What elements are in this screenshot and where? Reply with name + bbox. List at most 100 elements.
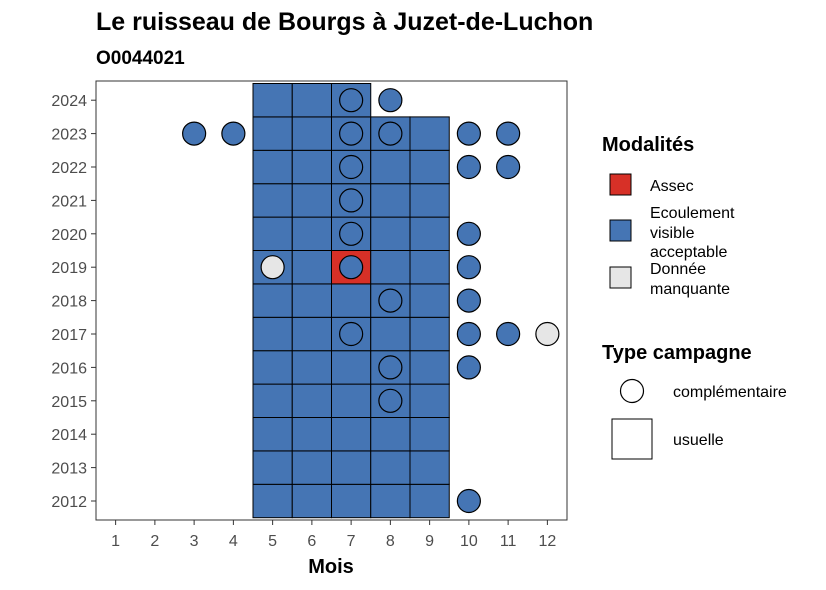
point-complementaire-2017-11 <box>496 321 521 347</box>
tile-usuelle-2012-9 <box>409 483 450 519</box>
legend-key-complementaire <box>619 378 645 404</box>
tile-usuelle-2013-9 <box>409 450 450 485</box>
tile-usuelle-2018-7 <box>331 283 372 318</box>
y-tick-label-2015: 2015 <box>51 394 87 411</box>
tile-usuelle-2015-9 <box>409 383 450 419</box>
tile-usuelle-2016-7 <box>331 350 372 385</box>
legend-label-usuelle: usuelle <box>673 432 724 449</box>
y-tick-label-2020: 2020 <box>51 227 87 244</box>
tile-usuelle-2020-8 <box>370 216 411 252</box>
legend-key-donn-e-manquante <box>609 266 632 289</box>
chart-subtitle: O0044021 <box>96 48 185 69</box>
tile-usuelle-2020-5 <box>252 216 293 252</box>
tile-usuelle-2016-6 <box>291 350 332 385</box>
tile-usuelle-2022-6 <box>291 149 332 185</box>
point-complementaire-2020-7 <box>339 221 364 246</box>
tile-usuelle-2022-9 <box>409 149 450 185</box>
tile-usuelle-2014-7 <box>331 417 372 452</box>
tile-usuelle-2019-8 <box>370 250 411 285</box>
legend-label-complementaire: complémentaire <box>673 384 787 401</box>
legend-label-line: acceptable <box>650 244 727 261</box>
tile-usuelle-2015-7 <box>331 383 372 419</box>
x-tick-label-5: 5 <box>268 533 277 550</box>
tile-usuelle-2018-6 <box>291 283 332 318</box>
tile-usuelle-2017-9 <box>409 316 450 352</box>
legend-label-line: Assec <box>650 178 694 195</box>
y-tick-label-2018: 2018 <box>51 294 87 311</box>
point-complementaire-2022-10 <box>456 154 481 180</box>
x-tick-label-9: 9 <box>425 533 434 550</box>
tile-usuelle-2017-5 <box>252 316 293 352</box>
point-complementaire-2024-8 <box>378 88 403 113</box>
tile-usuelle-2021-6 <box>291 183 332 218</box>
x-tick-label-10: 10 <box>460 533 478 550</box>
point-complementaire-2022-11 <box>496 154 521 180</box>
tile-usuelle-2014-9 <box>409 417 450 452</box>
x-axis-title: Mois <box>308 556 354 578</box>
tile-usuelle-2017-8 <box>370 316 411 352</box>
x-tick-label-3: 3 <box>190 533 199 550</box>
x-tick-label-1: 1 <box>111 533 120 550</box>
tile-usuelle-2019-9 <box>409 250 450 285</box>
point-complementaire-2015-8 <box>378 388 403 413</box>
point-complementaire-2024-7 <box>339 88 364 113</box>
y-tick-label-2016: 2016 <box>51 360 87 377</box>
tile-usuelle-2013-8 <box>370 450 411 485</box>
tile-usuelle-2014-5 <box>252 417 293 452</box>
point-complementaire-2023-8 <box>378 121 403 146</box>
point-complementaire-2017-7 <box>339 321 364 347</box>
tile-usuelle-2020-6 <box>291 216 332 252</box>
legend-key-usuelle <box>611 418 653 460</box>
x-tick-label-7: 7 <box>347 533 356 550</box>
tile-usuelle-2014-6 <box>291 417 332 452</box>
tile-usuelle-2017-6 <box>291 316 332 352</box>
legend-key-ecoulement-visible-acceptable <box>609 219 632 242</box>
tile-usuelle-2022-8 <box>370 149 411 185</box>
point-complementaire-2023-3 <box>182 121 207 146</box>
point-complementaire-2017-12 <box>535 321 560 347</box>
tile-usuelle-2024-5 <box>252 83 293 118</box>
tile-usuelle-2015-5 <box>252 383 293 419</box>
point-complementaire-2012-10 <box>456 488 481 514</box>
y-tick-label-2012: 2012 <box>51 494 87 511</box>
point-complementaire-2021-7 <box>339 188 364 213</box>
tile-usuelle-2013-7 <box>331 450 372 485</box>
y-tick-label-2013: 2013 <box>51 461 87 478</box>
point-complementaire-2016-8 <box>378 355 403 380</box>
point-complementaire-2022-7 <box>339 154 364 180</box>
x-tick-label-8: 8 <box>386 533 395 550</box>
legend-label-line: Ecoulement <box>650 205 735 222</box>
x-tick-label-11: 11 <box>500 533 517 550</box>
tile-usuelle-2014-8 <box>370 417 411 452</box>
y-tick-label-2017: 2017 <box>51 327 87 344</box>
tile-usuelle-2021-9 <box>409 183 450 218</box>
tile-usuelle-2012-6 <box>291 483 332 519</box>
point-complementaire-2020-10 <box>456 221 481 246</box>
tile-usuelle-2023-5 <box>252 116 293 151</box>
tile-usuelle-2021-5 <box>252 183 293 218</box>
legend-title-modalites: Modalités <box>602 134 694 156</box>
legend-key-assec <box>609 173 632 196</box>
y-tick-label-2024: 2024 <box>51 93 87 110</box>
point-complementaire-2019-10 <box>456 255 481 280</box>
point-complementaire-2023-11 <box>496 121 521 146</box>
y-tick-label-2023: 2023 <box>51 127 87 144</box>
tile-usuelle-2019-6 <box>291 250 332 285</box>
point-complementaire-2018-8 <box>378 288 403 313</box>
tile-usuelle-2022-5 <box>252 149 293 185</box>
legend-label-line: manquante <box>650 281 730 298</box>
legend-title-type-campagne: Type campagne <box>602 342 752 364</box>
point-complementaire-2019-5 <box>260 255 285 280</box>
legend-label-line: Donnée <box>650 261 706 278</box>
y-tick-label-2022: 2022 <box>51 160 87 177</box>
x-tick-label-4: 4 <box>229 533 238 550</box>
tile-usuelle-2023-6 <box>291 116 332 151</box>
point-complementaire-2016-10 <box>456 355 481 380</box>
tile-usuelle-2024-6 <box>291 83 332 118</box>
legend-label-line: visible <box>650 225 695 242</box>
point-complementaire-2023-10 <box>456 121 481 146</box>
point-complementaire-2023-7 <box>339 121 364 146</box>
tile-usuelle-2013-6 <box>291 450 332 485</box>
point-complementaire-2017-10 <box>456 321 481 347</box>
